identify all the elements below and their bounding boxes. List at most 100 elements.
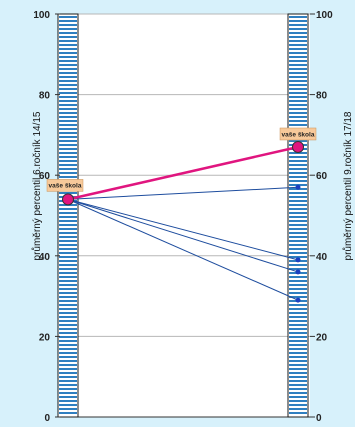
- bar-stripe: [59, 308, 77, 310]
- bar-stripe: [289, 256, 307, 258]
- bar-stripe: [59, 132, 77, 134]
- bar-stripe: [59, 336, 77, 338]
- right-tick-labels: 0 20 40 60 80 100: [310, 10, 333, 424]
- bar-stripe: [289, 268, 307, 270]
- bar-stripe: [59, 292, 77, 294]
- left-axis-bar: [57, 13, 79, 418]
- series-points: [62, 140, 304, 303]
- bar-stripe: [289, 80, 307, 82]
- bar-stripe: [59, 176, 77, 178]
- bar-stripe: [289, 208, 307, 210]
- bar-stripe: [289, 352, 307, 354]
- bar-stripe: [59, 324, 77, 326]
- point-end: [295, 257, 301, 263]
- bar-stripe: [289, 356, 307, 358]
- bar-stripe: [59, 168, 77, 170]
- bar-stripe: [289, 156, 307, 158]
- bar-stripe: [289, 76, 307, 78]
- bar-stripe: [289, 224, 307, 226]
- bar-stripe: [59, 16, 77, 18]
- point-end-highlight: [292, 140, 304, 153]
- bar-stripe: [289, 112, 307, 114]
- bar-stripe: [59, 236, 77, 238]
- bar-stripe: [59, 304, 77, 306]
- bar-stripe: [289, 408, 307, 410]
- bar-stripe: [59, 368, 77, 370]
- bar-stripe: [59, 192, 77, 194]
- callout-box: [279, 127, 317, 141]
- bar-stripe: [289, 204, 307, 206]
- gridlines: [60, 13, 310, 418]
- bar-stripe: [289, 104, 307, 106]
- bar-stripe: [289, 220, 307, 222]
- bar-stripe: [59, 224, 77, 226]
- bar-stripe: [289, 368, 307, 370]
- point-end: [295, 297, 301, 303]
- bar-stripe: [59, 384, 77, 386]
- bar-stripe: [59, 376, 77, 378]
- series-lines: [67, 145, 299, 301]
- bar-stripe: [289, 344, 307, 346]
- bar-stripe: [289, 44, 307, 46]
- bar-stripe: [289, 16, 307, 18]
- callout-label: vaše škola: [282, 131, 315, 138]
- bar-stripe: [59, 92, 77, 94]
- point-end: [295, 184, 301, 190]
- bar-stripe: [59, 240, 77, 242]
- bar-stripe: [289, 372, 307, 374]
- bar-stripe: [289, 396, 307, 398]
- bar-stripe: [289, 24, 307, 26]
- bar-stripe: [59, 148, 77, 150]
- bar-stripe: [289, 360, 307, 362]
- bar-stripe: [59, 116, 77, 118]
- bar-stripe: [289, 20, 307, 22]
- callout-box: [46, 179, 84, 192]
- right-tick-label: 20: [316, 332, 328, 343]
- point-start-highlight: [62, 193, 74, 206]
- bar-stripe: [289, 400, 307, 402]
- bar-stripe: [59, 112, 77, 114]
- bar-stripe: [59, 128, 77, 130]
- series-line: [67, 198, 299, 273]
- bar-stripe: [59, 24, 77, 26]
- bar-stripe: [289, 180, 307, 182]
- bar-stripe: [59, 68, 77, 70]
- bar-stripe: [289, 320, 307, 322]
- bar-stripe: [289, 196, 307, 198]
- bar-stripe: [289, 96, 307, 98]
- bar-stripe: [59, 56, 77, 58]
- bar-stripe: [289, 312, 307, 314]
- bar-stripe: [289, 276, 307, 278]
- bar-stripe: [59, 88, 77, 90]
- bar-stripe: [59, 36, 77, 38]
- bar-stripe: [59, 392, 77, 394]
- bar-stripe: [59, 216, 77, 218]
- bar-stripe: [59, 80, 77, 82]
- bar-stripe: [59, 244, 77, 246]
- bar-stripe: [59, 60, 77, 62]
- bar-stripe: [59, 48, 77, 50]
- bar-stripe: [59, 268, 77, 270]
- bar-stripe: [59, 328, 77, 330]
- right-tick-label: 60: [316, 171, 328, 182]
- bar-stripe: [289, 296, 307, 298]
- bar-stripe: [289, 152, 307, 154]
- bar-stripe: [289, 244, 307, 246]
- bar-stripe: [289, 168, 307, 170]
- bar-stripe: [59, 120, 77, 122]
- left-tick-label: 80: [39, 91, 51, 102]
- bar-stripe: [59, 260, 77, 262]
- bar-stripe: [59, 28, 77, 30]
- left-axis-title: průměrný percentil 6.ročník 14/15: [31, 111, 43, 260]
- bar-stripe: [59, 320, 77, 322]
- bar-stripe: [289, 56, 307, 58]
- bar-stripe: [289, 192, 307, 194]
- bar-stripe: [59, 332, 77, 334]
- bar-stripe: [289, 232, 307, 234]
- bar-stripe: [289, 348, 307, 350]
- bar-stripe: [59, 172, 77, 174]
- bar-stripe: [59, 108, 77, 110]
- point-end: [295, 269, 301, 275]
- bar-stripe: [59, 340, 77, 342]
